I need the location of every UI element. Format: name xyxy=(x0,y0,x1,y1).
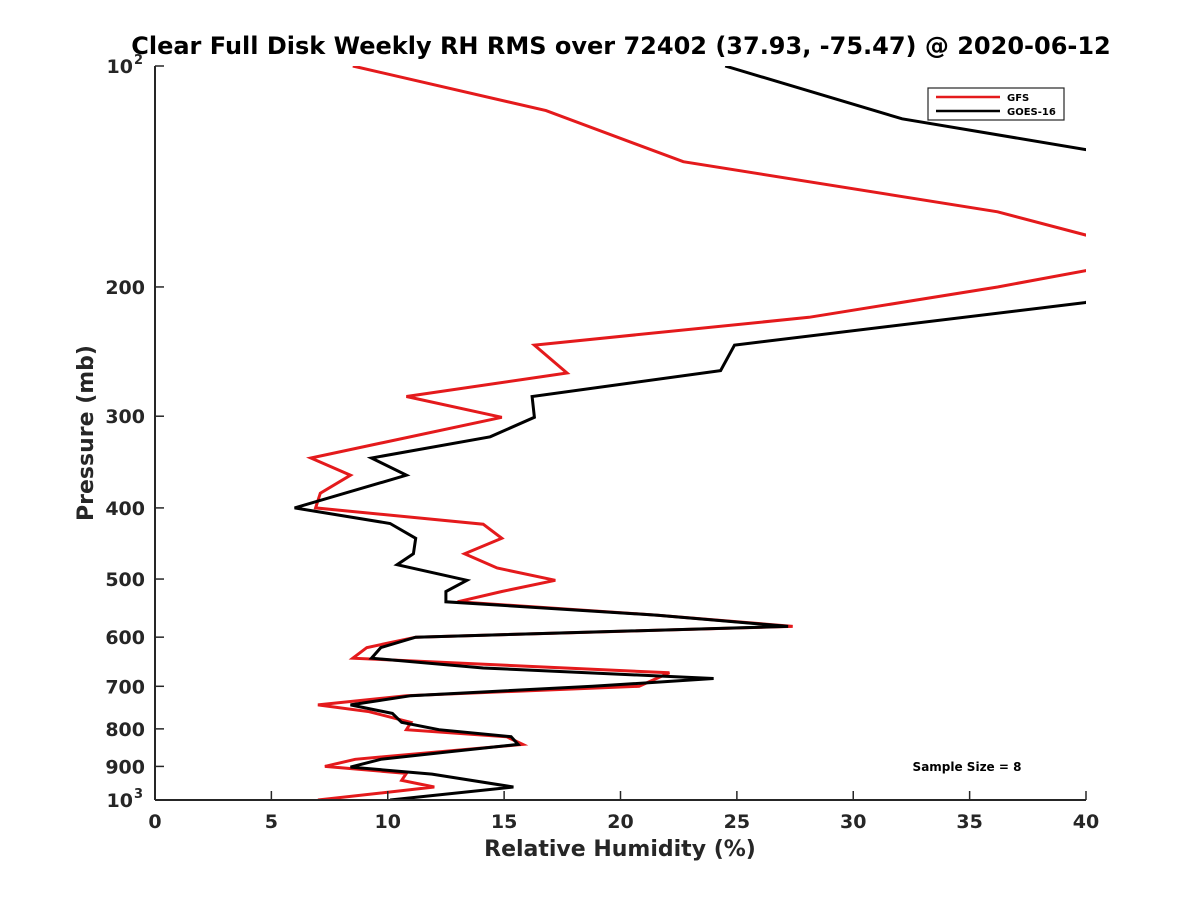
x-tick-label: 40 xyxy=(1073,811,1099,833)
y-tick-label: 10 xyxy=(107,790,133,812)
series-line-gfs xyxy=(306,66,1086,800)
x-tick-label: 35 xyxy=(956,811,982,833)
y-tick-exponent: 3 xyxy=(134,787,143,802)
sample-size-annotation: Sample Size = 8 xyxy=(913,760,1022,774)
legend-box xyxy=(927,87,1065,121)
x-tick-label: 30 xyxy=(840,811,866,833)
y-tick-label: 400 xyxy=(105,498,145,520)
series-line-goes16 xyxy=(294,66,1086,800)
x-ticks: 0 5 10 15 20 25 30 35 40 xyxy=(148,791,1099,833)
x-tick-label: 0 xyxy=(148,811,161,833)
x-tick-label: 5 xyxy=(265,811,278,833)
y-tick-label: 300 xyxy=(105,406,145,428)
x-axis-label: Relative Humidity (%) xyxy=(484,837,756,862)
y-tick-label: 10 xyxy=(107,56,133,78)
y-tick-label: 800 xyxy=(105,719,145,741)
y-tick-label: 900 xyxy=(105,756,145,778)
x-tick-label: 20 xyxy=(607,811,633,833)
y-axis-label: Pressure (mb) xyxy=(74,345,99,521)
y-tick-label: 200 xyxy=(105,277,145,299)
y-tick-exponent: 2 xyxy=(134,53,143,68)
legend-label-gfs: GFS xyxy=(1007,93,1029,104)
x-tick-label: 15 xyxy=(491,811,517,833)
chart-title: Clear Full Disk Weekly RH RMS over 72402… xyxy=(131,32,1111,60)
x-tick-label: 25 xyxy=(724,811,750,833)
axes-layer xyxy=(154,66,1086,801)
y-tick-label: 500 xyxy=(105,569,145,591)
y-tick-label: 600 xyxy=(105,627,145,649)
x-tick-label: 10 xyxy=(375,811,401,833)
y-tick-label: 700 xyxy=(105,676,145,698)
legend-label-goes16: GOES-16 xyxy=(1007,107,1056,118)
legend: GFS GOES-16 xyxy=(927,87,1065,121)
series-layer xyxy=(294,66,1086,800)
